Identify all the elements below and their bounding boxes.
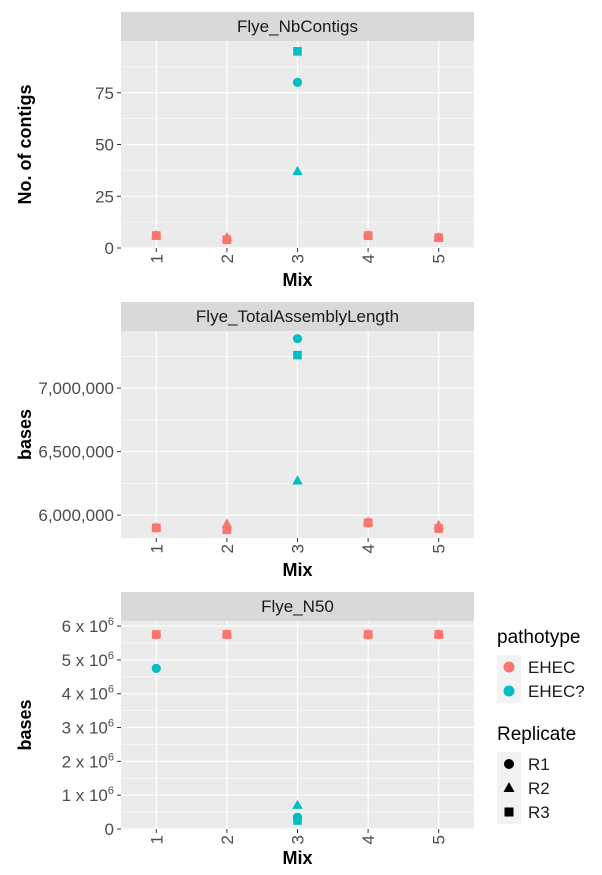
- data-point: [152, 231, 161, 240]
- x-tick-label: 2: [218, 835, 237, 844]
- data-point: [434, 233, 443, 242]
- x-tick-label: 5: [430, 835, 449, 844]
- grid-lines: [121, 41, 474, 249]
- legend-item-r1: R1: [497, 752, 550, 776]
- x-axis-title: Mix: [282, 560, 312, 580]
- y-axis-title: bases: [15, 699, 35, 750]
- y-tick-label: 2 x 106: [62, 751, 114, 771]
- legend-item-ehec: EHEC: [497, 655, 575, 679]
- y-tick-label: 0: [105, 239, 114, 258]
- legend-key-dot: [503, 661, 515, 673]
- data-point: [363, 518, 373, 528]
- x-ticks: 1 2 3 4 5: [147, 248, 449, 263]
- data-point: [222, 525, 232, 535]
- legend-triangle-icon: [503, 782, 515, 792]
- data-point: [152, 523, 161, 533]
- data-point: [434, 524, 443, 533]
- panel-title: Flye_N50: [261, 597, 334, 616]
- legend-square-icon: [504, 807, 514, 817]
- data-point: [221, 518, 233, 528]
- legend-item-r3: R3: [497, 800, 550, 824]
- data-point: [292, 799, 303, 809]
- legend-label: R2: [528, 779, 550, 798]
- data-point: [363, 630, 373, 639]
- y-tick-label: 3 x 106: [62, 718, 114, 738]
- x-tick-label: 4: [359, 254, 378, 263]
- panel-total-assembly-length: Flye_TotalAssemblyLength 6,000,000 6,500,…: [15, 302, 474, 580]
- x-tick-label: 3: [289, 835, 308, 844]
- legend-title-pathotype: pathotype: [497, 627, 580, 648]
- panel-title: Flye_NbContigs: [237, 17, 358, 36]
- data-point: [152, 630, 161, 639]
- legend-circle-icon: [504, 759, 514, 769]
- y-axis-title: bases: [15, 409, 35, 460]
- data-point: [222, 235, 232, 245]
- x-tick-label: 1: [147, 544, 166, 553]
- data-point: [293, 350, 302, 360]
- data-point: [292, 334, 303, 344]
- data-point: [434, 630, 443, 639]
- y-tick-label: 50: [95, 136, 114, 155]
- data-points: [151, 334, 444, 535]
- y-ticks: 0 1 x 106 2 x 106 3 x 106 4 x 106 5 x 106 6 x …: [62, 616, 121, 839]
- panel-title: Flye_TotalAssemblyLength: [196, 307, 399, 326]
- x-tick-label: 5: [430, 544, 449, 553]
- x-tick-label: 3: [289, 254, 308, 263]
- x-ticks: 1 2 3 4 5: [147, 829, 449, 844]
- x-tick-label: 5: [430, 254, 449, 263]
- panel-strip: [121, 12, 474, 41]
- y-tick-label: 75: [95, 84, 114, 103]
- x-tick-label: 1: [147, 835, 166, 844]
- y-tick-label: 25: [95, 187, 114, 206]
- panel-nbcontigs: Flye_NbContigs 0 25 50 75 1 2 3 4 5 Mix No. of …: [15, 12, 474, 290]
- data-point: [293, 816, 302, 825]
- x-tick-label: 4: [359, 544, 378, 553]
- legend-label: EHEC: [528, 658, 575, 677]
- y-tick-label: 6 x 106: [62, 616, 114, 636]
- data-point: [363, 231, 373, 240]
- y-tick-label: 6,000,000: [38, 506, 114, 525]
- x-tick-label: 2: [218, 544, 237, 553]
- x-tick-label: 3: [289, 544, 308, 553]
- y-tick-label: 5 x 106: [62, 650, 114, 670]
- data-point: [292, 165, 303, 176]
- data-point: [292, 77, 303, 87]
- data-point: [151, 663, 161, 673]
- data-point: [293, 47, 302, 56]
- y-tick-label: 7,000,000: [38, 379, 114, 398]
- data-points: [151, 628, 444, 825]
- y-tick-label: 6,500,000: [38, 443, 114, 462]
- legend-label: EHEC?: [528, 682, 585, 701]
- legend-label: R1: [528, 755, 550, 774]
- legend-item-ehec-uncertain: EHEC?: [497, 679, 585, 703]
- x-tick-label: 1: [147, 254, 166, 263]
- x-tick-label: 2: [218, 254, 237, 263]
- y-tick-label: 4 x 106: [62, 684, 114, 704]
- x-axis-title: Mix: [282, 848, 312, 868]
- x-ticks: 1 2 3 4 5: [147, 538, 449, 553]
- legend-label: R3: [528, 803, 550, 822]
- data-point: [222, 630, 232, 639]
- panel-strip: [121, 302, 474, 331]
- legend-title-replicate: Replicate: [497, 724, 576, 745]
- legend: pathotype EHEC EHEC? Replicate R1 R2: [497, 627, 585, 824]
- y-ticks: 6,000,000 6,500,000 7,000,000: [38, 379, 121, 525]
- y-axis-title: No. of contigs: [15, 85, 35, 205]
- y-tick-label: 0: [105, 820, 114, 839]
- legend-key-dot: [503, 685, 515, 697]
- data-point: [292, 475, 303, 485]
- y-tick-label: 1 x 106: [62, 785, 114, 805]
- x-axis-title: Mix: [282, 270, 312, 290]
- data-points: [151, 47, 444, 245]
- y-ticks: 0 25 50 75: [95, 84, 121, 258]
- x-tick-label: 4: [359, 835, 378, 844]
- panel-strip: [121, 592, 474, 621]
- panel-n50: Flye_N50 0 1 x 106 2 x 106 3 x 106 4 x 106 5 …: [15, 592, 474, 868]
- legend-item-r2: R2: [497, 776, 550, 800]
